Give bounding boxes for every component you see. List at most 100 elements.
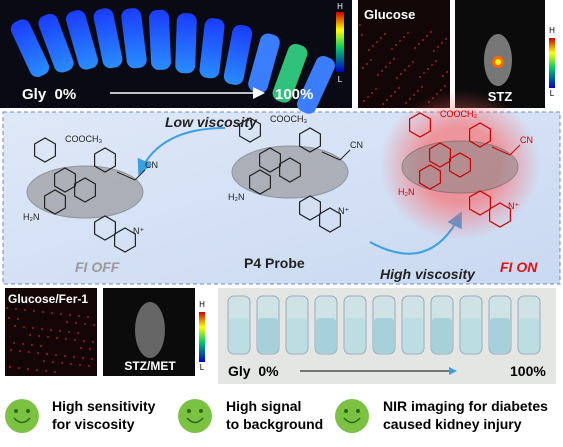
- eye: [199, 409, 203, 413]
- ring: [489, 202, 511, 228]
- eye: [187, 409, 191, 413]
- speckle: [8, 317, 10, 319]
- speckle: [47, 336, 49, 338]
- speckle: [384, 33, 386, 35]
- bond: [116, 171, 136, 181]
- speckle: [73, 356, 75, 358]
- speckle: [414, 47, 416, 49]
- tube: [10, 19, 50, 77]
- ring: [249, 169, 271, 195]
- speckle: [74, 339, 76, 341]
- solution: [403, 318, 423, 353]
- image-label: Glucose/Fer-1: [8, 292, 88, 306]
- bond: [509, 144, 521, 156]
- speckle: [78, 315, 80, 317]
- speckle: [32, 327, 34, 329]
- speckle: [46, 353, 48, 355]
- solution: [461, 318, 481, 353]
- speckle: [400, 73, 402, 75]
- colorbar-high: H: [337, 2, 343, 11]
- speckle: [43, 360, 45, 362]
- speckle: [84, 323, 86, 325]
- speckle: [51, 312, 53, 314]
- ring: [54, 167, 76, 193]
- speckle: [61, 362, 63, 364]
- nitrile: CN: [145, 160, 158, 170]
- nitrile: CN: [520, 135, 533, 145]
- mouse: [135, 302, 165, 358]
- speckle: [396, 77, 398, 79]
- speckle: [405, 102, 407, 104]
- solution: [374, 318, 394, 353]
- tube: [93, 8, 123, 69]
- feature-text: High signal: [226, 398, 301, 414]
- tube: [149, 9, 171, 70]
- ring: [259, 147, 281, 173]
- speckle: [381, 70, 383, 72]
- colorbar-low: L: [338, 75, 343, 84]
- mouth: [186, 417, 204, 424]
- speckle: [441, 42, 443, 44]
- ring: [409, 112, 431, 138]
- speckle: [68, 331, 70, 333]
- condition-label: High viscosity: [380, 266, 476, 282]
- solution: [432, 318, 452, 353]
- solution: [287, 318, 307, 353]
- speckle: [45, 370, 47, 372]
- speckle: [91, 358, 93, 360]
- ring: [299, 195, 321, 221]
- speckle: [372, 45, 374, 47]
- gradient-start: Gly 0%: [228, 363, 279, 379]
- feature-text: to background: [226, 416, 323, 432]
- tube: [223, 24, 253, 85]
- speckle: [75, 322, 77, 324]
- cation: N⁺: [338, 206, 349, 216]
- ring: [44, 189, 66, 215]
- speckle: [386, 99, 388, 101]
- speckle: [54, 371, 56, 373]
- speckle: [6, 307, 8, 309]
- image-label: Glucose: [364, 7, 415, 22]
- arrow: [137, 127, 226, 176]
- speckle: [22, 343, 24, 345]
- speckle: [55, 354, 57, 356]
- speckle: [363, 100, 365, 102]
- speckle: [376, 41, 378, 43]
- nitrile: CN: [350, 140, 363, 150]
- speckle: [399, 40, 401, 42]
- molecule: COOCH₃ CN H₂N N⁺: [23, 134, 158, 253]
- ring: [279, 157, 301, 183]
- speckle: [389, 62, 391, 64]
- speckle: [371, 92, 373, 94]
- speckle: [446, 71, 448, 73]
- ring: [419, 164, 441, 190]
- speckle: [442, 75, 444, 77]
- speckle: [38, 335, 40, 337]
- speckle: [80, 347, 82, 349]
- speckle: [89, 348, 91, 350]
- molecule: COOCH₃ CN H₂N N⁺: [380, 90, 540, 240]
- ester: COOCH₃: [440, 109, 477, 119]
- colorbar: [199, 312, 205, 362]
- speckle: [93, 324, 95, 326]
- probe-label: P4 Probe: [244, 255, 305, 271]
- speckle: [362, 67, 364, 69]
- speckle: [404, 69, 406, 71]
- speckle: [395, 44, 397, 46]
- solution: [519, 318, 539, 353]
- speckle: [375, 88, 377, 90]
- speckle: [367, 96, 369, 98]
- speckle: [15, 308, 17, 310]
- feature-text: caused kidney injury: [383, 416, 522, 432]
- speckle: [50, 329, 52, 331]
- image-label: STZ/MET: [124, 359, 176, 373]
- speckle: [423, 72, 425, 74]
- speckle: [444, 85, 446, 87]
- feature-text: High sensitivity: [52, 398, 156, 414]
- ring: [319, 207, 341, 233]
- speckle: [398, 87, 400, 89]
- signal: [495, 59, 501, 65]
- ring: [429, 142, 451, 168]
- speckle: [427, 68, 429, 70]
- speckle: [390, 95, 392, 97]
